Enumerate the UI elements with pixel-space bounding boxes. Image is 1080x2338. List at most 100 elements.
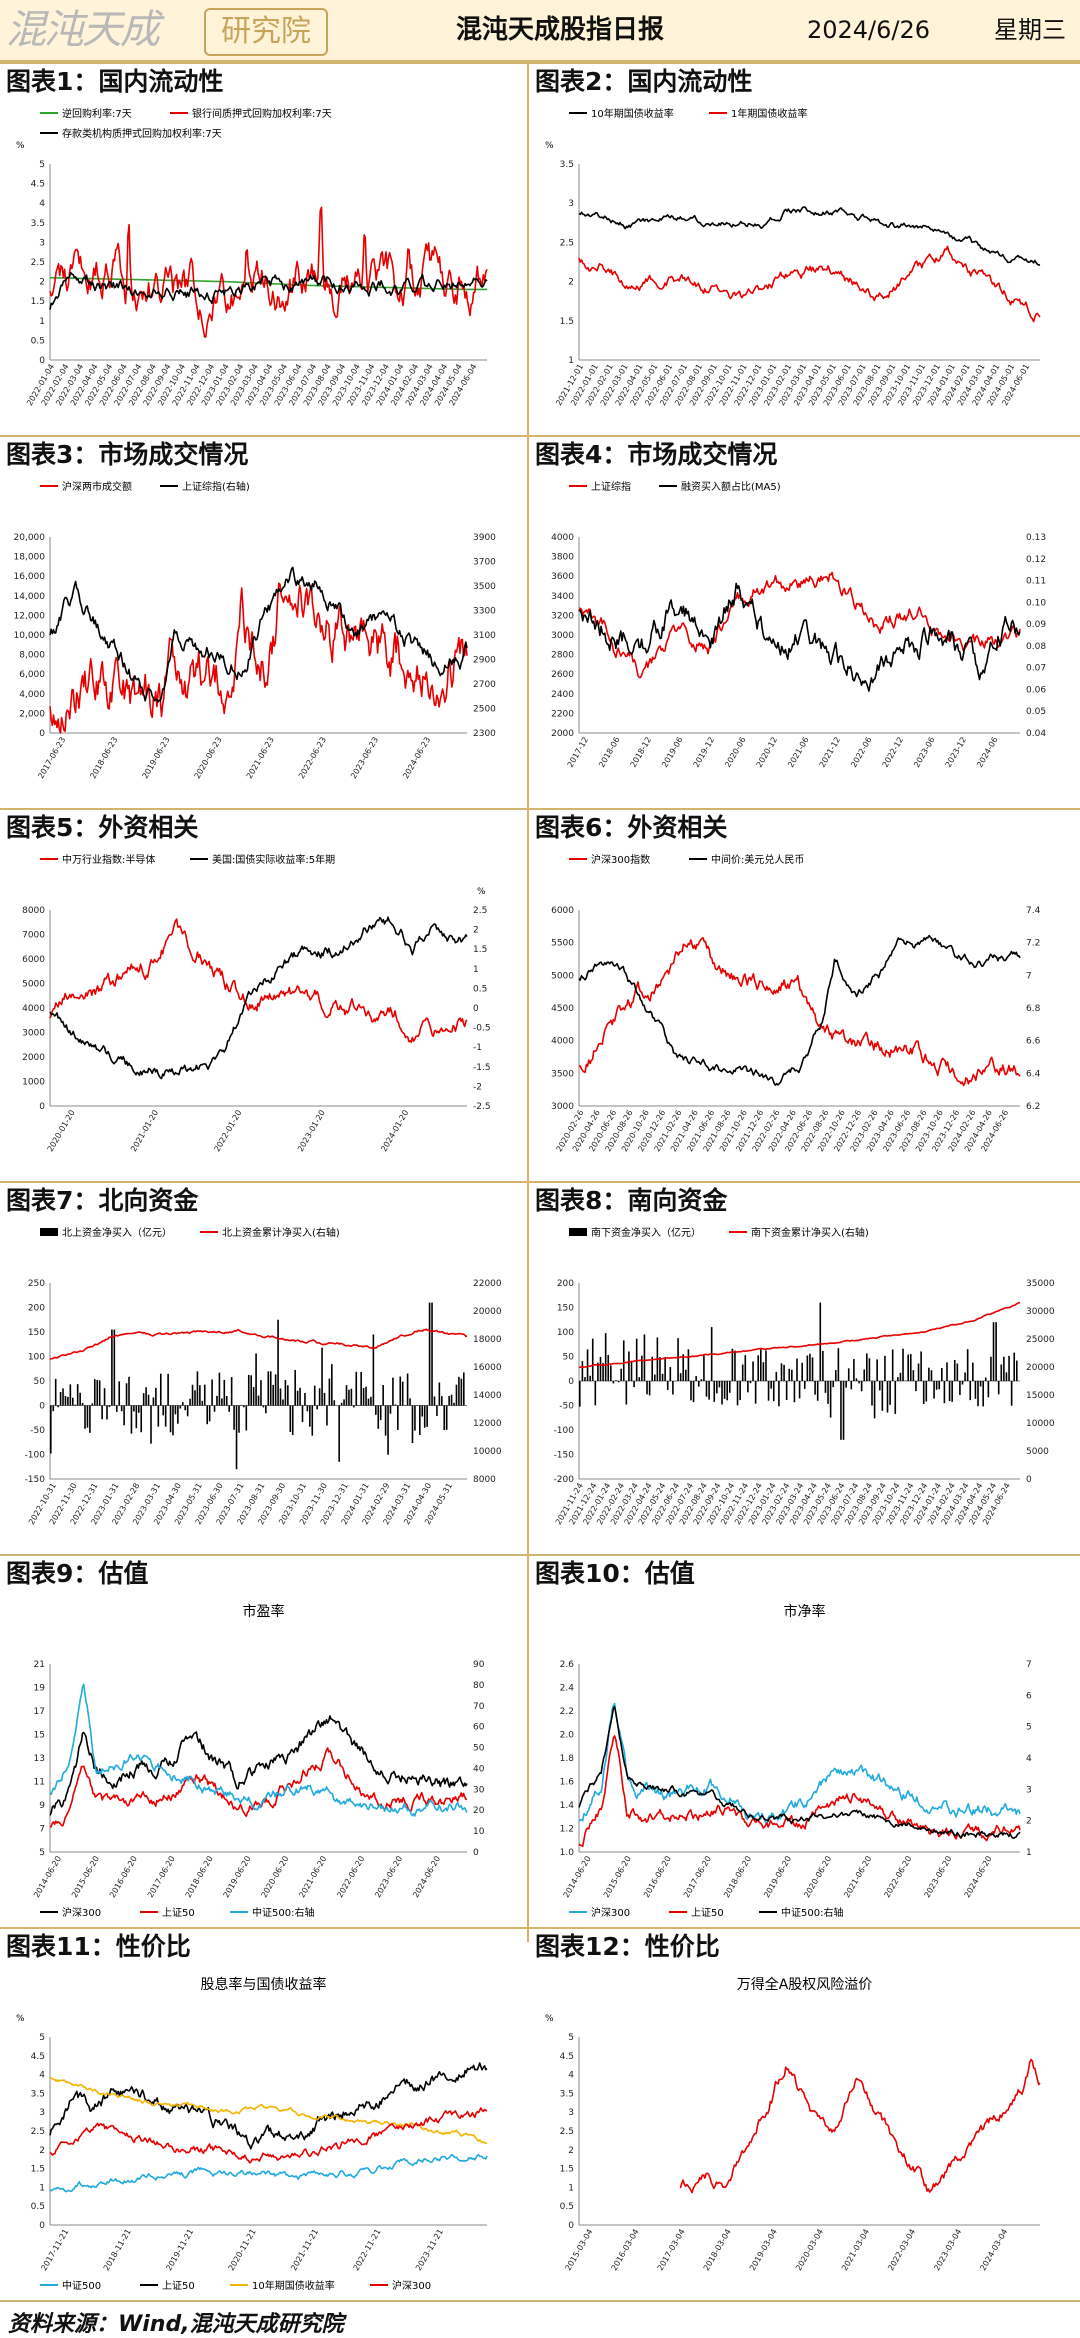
y-tick-label: 2.5	[31, 2127, 45, 2137]
y2-tick-label: 10000	[473, 1447, 502, 1457]
bar-mark	[258, 1396, 260, 1406]
bar-mark	[461, 1379, 463, 1406]
x-tick-label: 2023-06-23	[349, 736, 380, 781]
y-axis-unit: %	[545, 2014, 554, 2024]
x-tick-label: 2016-03-04	[610, 2228, 641, 2273]
bar-mark	[613, 1381, 615, 1383]
svg-text:沪深300指数: 沪深300指数	[591, 853, 650, 866]
bar-mark	[360, 1372, 362, 1406]
bar-mark	[118, 1381, 120, 1405]
x-tick-label: 2017-06-20	[682, 1855, 713, 1900]
y-tick-label: 0	[39, 356, 45, 366]
y-tick-label: 12,000	[14, 611, 46, 621]
y-tick-label: 5	[39, 160, 45, 170]
legend-item: 存款类机构质押式回购加权利率:7天	[40, 127, 222, 140]
legend-item: 上证综指(右轴)	[160, 480, 250, 493]
bar-mark	[1016, 1361, 1018, 1381]
bar-mark	[739, 1381, 741, 1400]
bar-mark	[92, 1403, 94, 1405]
bar-mark	[55, 1379, 57, 1406]
legend-item: 中万行业指数:半导体	[40, 853, 155, 866]
legend-item: 中证500:右轴	[230, 1906, 314, 1919]
x-tick-label: 2021-11-21	[289, 2228, 320, 2273]
series-line	[680, 2060, 1040, 2193]
bar-mark	[143, 1393, 145, 1405]
y-tick-label: 2200	[551, 709, 574, 719]
y-tick-label: 50	[34, 1377, 46, 1387]
bar-mark	[204, 1385, 206, 1406]
y-tick-label: 5	[39, 2033, 45, 2043]
y2-tick-label: 6.2	[1026, 1102, 1040, 1112]
bar-mark	[595, 1381, 597, 1405]
bar-mark	[690, 1381, 692, 1400]
bar-mark	[99, 1380, 101, 1405]
y-tick-label: 1	[39, 2183, 45, 2193]
bar-mark	[287, 1385, 289, 1405]
bar-mark	[972, 1363, 974, 1381]
y-tick-label: 3000	[22, 1029, 45, 1039]
bar-mark	[1000, 1365, 1002, 1381]
bar-mark	[136, 1406, 138, 1429]
y-tick-label: 4500	[551, 1004, 574, 1014]
bar-mark	[786, 1381, 788, 1400]
y-tick-label: 4.5	[560, 2052, 574, 2062]
report-footer: 资料来源：Wind,混沌天成研究院	[0, 2300, 1080, 2336]
y-tick-label: 6000	[22, 955, 45, 965]
bar-mark	[101, 1406, 103, 1420]
bar-mark	[626, 1381, 628, 1405]
bar-mark	[319, 1388, 321, 1405]
bar-mark	[804, 1381, 806, 1389]
series-line	[579, 936, 1020, 1086]
bar-mark	[1006, 1372, 1008, 1381]
legend-item: 沪深300	[569, 1906, 630, 1919]
logo-stamp: 研究院	[204, 8, 328, 56]
x-tick-label: 2016-06-20	[108, 1855, 139, 1900]
y2-tick-label: 0.10	[1026, 598, 1046, 608]
x-tick-label: 2017-11-21	[39, 2228, 70, 2273]
bar-mark	[957, 1364, 959, 1381]
bar-mark	[419, 1406, 421, 1435]
y-tick-label: 150	[28, 1328, 45, 1338]
svg-text:沪深300: 沪深300	[591, 1906, 630, 1919]
series-line	[579, 1736, 1020, 1846]
bar-mark	[734, 1351, 736, 1381]
bar-mark	[373, 1334, 375, 1405]
bar-mark	[285, 1380, 287, 1406]
bar-mark	[148, 1395, 150, 1406]
bar-mark	[755, 1381, 757, 1404]
bar-mark	[314, 1386, 316, 1406]
legend-item: 南下资金净买入（亿元）	[569, 1226, 701, 1239]
y-tick-label: 7	[39, 1825, 45, 1835]
bar-mark	[216, 1396, 218, 1406]
svg-text:银行间质押式回购加权利率:7天: 银行间质押式回购加权利率:7天	[192, 107, 332, 120]
y-tick-label: 3600	[551, 572, 574, 582]
x-tick-label: 2018-06-23	[88, 736, 119, 781]
bar-mark	[988, 1381, 990, 1397]
bar-mark	[202, 1401, 204, 1406]
bar-mark	[610, 1365, 612, 1381]
bar-mark	[145, 1387, 147, 1405]
svg-text:逆回购利率:7天: 逆回购利率:7天	[62, 107, 132, 120]
y-tick-label: 18,000	[14, 553, 46, 563]
bar-series	[579, 1303, 1018, 1440]
report-weekday: 星期三	[994, 0, 1066, 60]
y-tick-label: 21	[34, 1660, 45, 1670]
bar-mark	[458, 1377, 460, 1406]
x-tick-label: 2022-03-04	[886, 2228, 917, 2273]
svg-text:沪深两市成交额: 沪深两市成交额	[62, 480, 132, 493]
bar-mark	[851, 1381, 853, 1389]
bar-mark	[224, 1380, 226, 1406]
y2-tick-label: 20000	[1026, 1363, 1055, 1373]
x-tick-label: 2024-06	[975, 736, 1000, 769]
series-line	[579, 207, 1040, 265]
bar-mark	[187, 1406, 189, 1417]
bar-mark	[993, 1322, 995, 1381]
bar-mark	[409, 1398, 411, 1405]
bar-mark	[448, 1396, 450, 1406]
y-tick-label: 0.5	[31, 2202, 45, 2212]
bar-mark	[744, 1355, 746, 1381]
bar-mark	[889, 1381, 891, 1405]
y2-tick-label: 0	[1026, 1475, 1032, 1485]
y2-tick-label: -2	[473, 1082, 482, 1092]
